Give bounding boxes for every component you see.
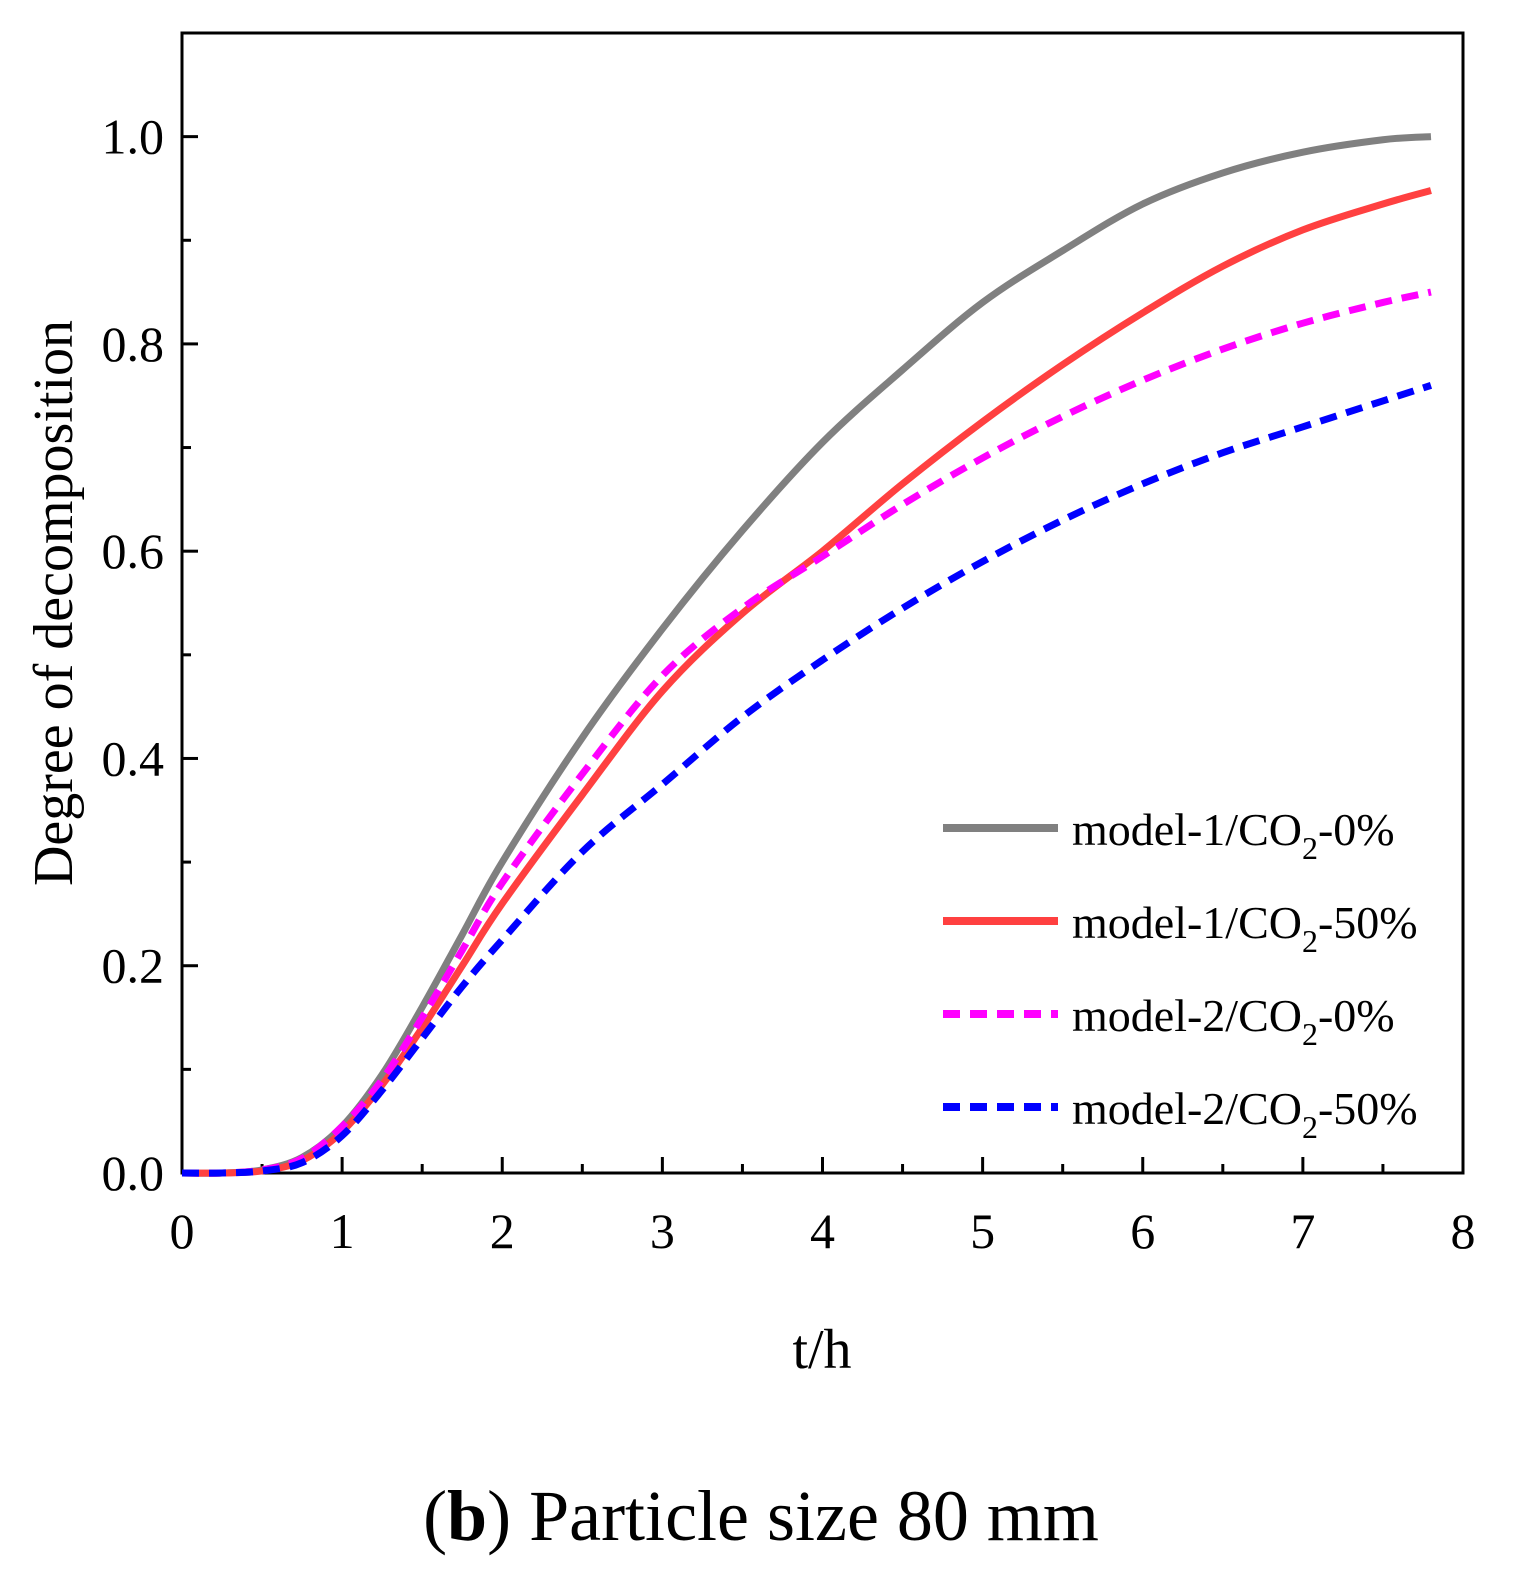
x-tick-label: 1 (330, 1203, 355, 1259)
axis-ticks: 0 1 2 3 4 5 6 7 8 0.0 0.2 0.4 0.6 0.8 1.0 (102, 109, 1476, 1259)
legend-label-main: model-1/CO (1072, 804, 1302, 855)
caption-letter: b (447, 1476, 488, 1556)
y-tick-label: 0.2 (102, 938, 165, 994)
legend-label-4: model-2/CO2-50% (1072, 1083, 1418, 1145)
x-axis-label: t/h (792, 1319, 851, 1381)
legend-label-3: model-2/CO2-0% (1072, 990, 1395, 1052)
y-tick-label: 0.0 (102, 1145, 165, 1201)
y-tick-label: 1.0 (102, 109, 165, 165)
legend-label-subscript: 2 (1302, 1109, 1318, 1145)
figure-caption: (b) Particle size 80 mm (0, 1475, 1522, 1558)
y-axis-label: Degree of decomposition (23, 320, 85, 886)
x-tick-label: 0 (170, 1203, 195, 1259)
x-tick-label: 7 (1290, 1203, 1315, 1259)
y-tick-label: 0.4 (102, 730, 165, 786)
legend-label-main: model-2/CO (1072, 1083, 1302, 1134)
legend-label-subscript: 2 (1302, 830, 1318, 866)
legend-label-tail: -0% (1318, 990, 1395, 1041)
y-tick-label: 0.8 (102, 316, 165, 372)
series-line-3 (181, 288, 1432, 1177)
x-tick-label: 4 (810, 1203, 835, 1259)
legend-label-2: model-1/CO2-50% (1072, 897, 1418, 959)
legend-label-main: model-2/CO (1072, 990, 1302, 1041)
line-chart: 0 1 2 3 4 5 6 7 80.00.20.40.60.81.0 model-1/CO2-… (23, 31, 1476, 1381)
legend-label-tail: -0% (1318, 804, 1395, 855)
x-tick-label: 8 (1451, 1203, 1476, 1259)
legend-label-subscript: 2 (1302, 923, 1318, 959)
series-line-4 (181, 382, 1433, 1177)
legend-label-1: model-1/CO2-0% (1072, 804, 1395, 866)
y-tick-label: 0.6 (102, 523, 165, 579)
legend: model-1/CO2-0%model-1/CO2-50%model-2/CO2… (943, 804, 1418, 1145)
x-tick-label: 5 (970, 1203, 995, 1259)
x-tick-label: 3 (650, 1203, 675, 1259)
caption-open-paren: ( (423, 1476, 448, 1556)
x-tick-label: 2 (490, 1203, 515, 1259)
caption-close-paren: ) (487, 1476, 512, 1556)
x-tick-label: 6 (1130, 1203, 1155, 1259)
caption-text: Particle size 80 mm (511, 1476, 1099, 1556)
legend-label-tail: -50% (1318, 897, 1418, 948)
legend-label-tail: -50% (1318, 1083, 1418, 1134)
series-lines (181, 133, 1433, 1177)
legend-label-subscript: 2 (1302, 1016, 1318, 1052)
legend-label-main: model-1/CO (1072, 897, 1302, 948)
